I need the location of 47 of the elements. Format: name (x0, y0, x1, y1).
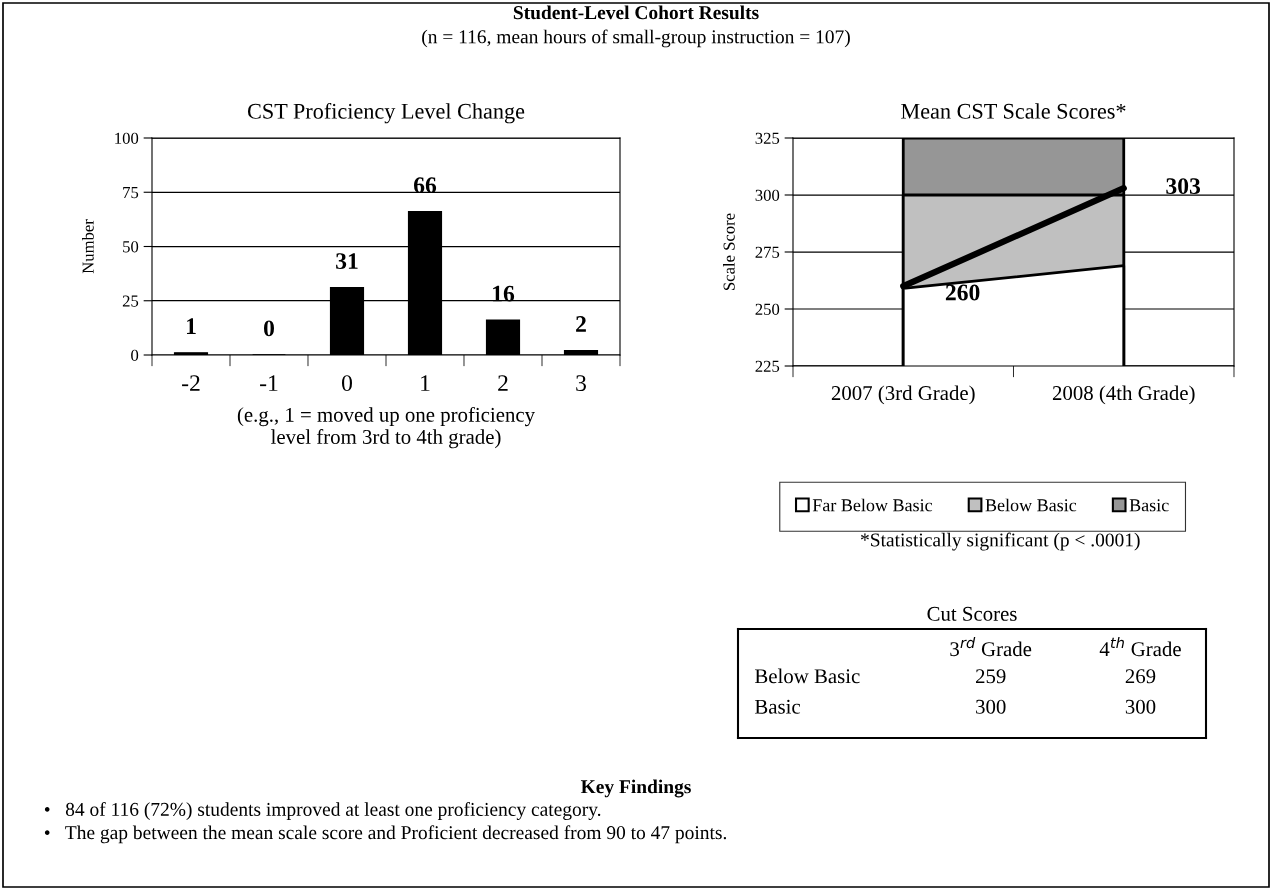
y-tick-label: 50 (123, 241, 139, 253)
y-tick-label: 0 (131, 349, 139, 361)
category-label: Basic (754, 699, 801, 714)
text: 300 (976, 699, 1006, 714)
y-axis-title: Number (82, 219, 94, 274)
x-tick-label: 2 (498, 375, 508, 391)
legend-label: Basic (1129, 499, 1169, 512)
y-tick-label: 275 (755, 246, 780, 258)
x-axis-title: (e.g., 1 = moved up one proficiency level from 3rd to 4th grade) (237, 406, 535, 449)
text: Key Findings (580, 779, 691, 798)
text: (n = 116, mean hours of small-group instruction = 107) (422, 29, 850, 48)
text: • 84 of 116 (72%) students improved at least one proficiency category. (44, 802, 601, 820)
y-tick-label: 250 (755, 303, 780, 315)
x-tick-label: 3 (576, 375, 586, 392)
text: 269 (1125, 669, 1156, 684)
x-tick-label: 2008 (4th Grade) (1052, 385, 1195, 405)
text: Student-Level Cohort Results (513, 5, 759, 20)
y-tick-label: 100 (115, 132, 139, 144)
text: Cut Scores (927, 606, 1017, 621)
data-label: 0 (264, 320, 274, 337)
x-tick-label: 1 (421, 375, 430, 391)
category-label: 3$^{rd}$ Grade (950, 636, 1032, 657)
x-tick-label: -2 (182, 375, 200, 391)
y-tick-label: 25 (122, 295, 139, 307)
chart-title: Mean CST Scale Scores* (901, 103, 1126, 119)
legend-label: Far Below Basic (812, 498, 933, 512)
data-label: 2 (576, 316, 586, 332)
legend-label: Below Basic (985, 498, 1077, 512)
y-tick-label: 75 (123, 187, 139, 199)
data-label: 303 (1166, 178, 1201, 195)
x-tick-label: -1 (260, 375, 278, 391)
y-tick-label: 325 (755, 132, 780, 144)
text: • The gap between the mean scale score and Proficient decreased from 90 to 47 points. (44, 825, 727, 844)
x-tick-label: 2007 (3rd Grade) (831, 385, 975, 405)
x-tick-label: 0 (342, 375, 352, 392)
y-axis-title: Scale Score (723, 213, 735, 290)
y-tick-label: 300 (755, 189, 780, 201)
category-label: Below Basic (754, 668, 860, 684)
data-label: 31 (336, 253, 358, 270)
data-label: 260 (945, 284, 980, 301)
data-label: 1 (186, 318, 196, 334)
chart-title: CST Proficiency Level Change (247, 102, 525, 124)
text: 300 (1125, 699, 1156, 714)
category-label: 4$^{th}$ Grade (1099, 636, 1181, 657)
text: 259 (976, 669, 1006, 684)
y-tick-label: 225 (755, 360, 780, 372)
text: *Statistically significant (p < .0001) (861, 532, 1140, 551)
